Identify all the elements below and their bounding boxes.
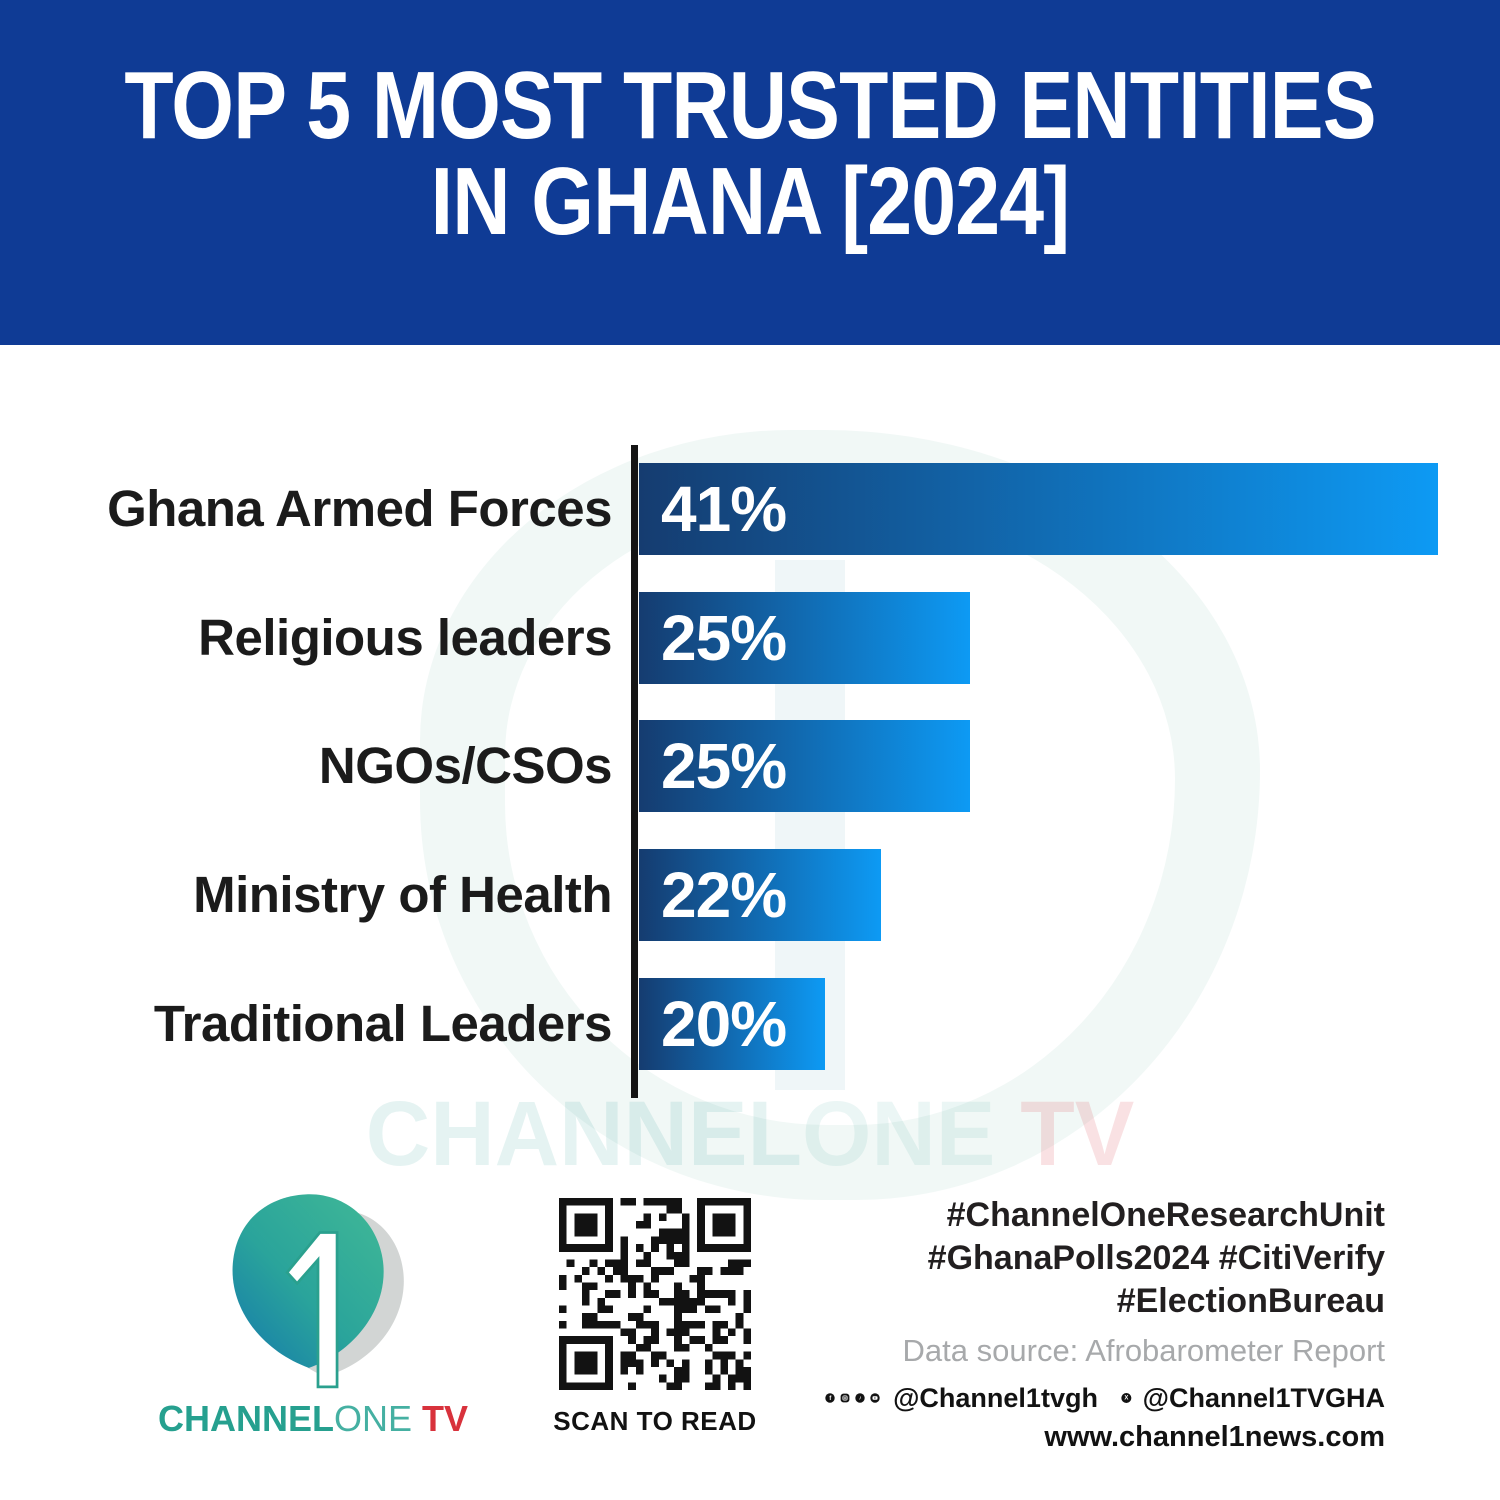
chart-row: Ghana Armed Forces 41% [0,463,1500,555]
wordmark-one: ONE [334,1398,413,1439]
instagram-icon [840,1393,850,1403]
hashtag-line: #ElectionBureau [1116,1282,1385,1320]
bar-label: Religious leaders [198,609,612,666]
infographic-title: TOP 5 MOST TRUSTED ENTITIES IN GHANA [20… [120,0,1380,250]
title-line-2: IN GHANA [2024] [430,148,1070,255]
tiktok-icon: ♪ [855,1393,865,1403]
header-banner: TOP 5 MOST TRUSTED ENTITIES IN GHANA [20… [0,0,1500,345]
bar-value: 25% [661,730,787,802]
footer-right-block: #ChannelOneResearchUnit #GhanaPolls2024 … [825,1194,1385,1454]
qr-code-block: SCAN TO READ [548,1198,762,1437]
x-icon: X [1121,1392,1132,1404]
logo-one-glyph [285,1231,339,1389]
chart-row: NGOs/CSOs 25% [0,720,1500,812]
youtube-icon [870,1393,880,1403]
logo-wordmark: CHANNELONE TV [158,1398,468,1440]
facebook-icon: f [825,1393,835,1403]
chart-axis [631,445,638,1098]
wordmark-channel: CHANNEL [158,1398,334,1439]
bar-value: 25% [661,602,787,674]
chart-row: Religious leaders 25% [0,592,1500,684]
bar-value: 22% [661,859,787,931]
svg-text:f: f [829,1395,832,1402]
social-handle-1: @Channel1tvgh [893,1382,1098,1413]
bar-label: Ministry of Health [193,866,612,923]
bar-label: Ghana Armed Forces [107,480,612,537]
title-line-1: TOP 5 MOST TRUSTED ENTITIES [124,52,1376,159]
wordmark-tv: TV [412,1398,469,1439]
social-handle-2: @Channel1TVGHA [1142,1382,1385,1413]
svg-text:♪: ♪ [859,1395,862,1401]
chart-row: Traditional Leaders 20% [0,978,1500,1070]
hashtag-line: #ChannelOneResearchUnit [946,1196,1385,1234]
svg-text:X: X [1124,1395,1128,1401]
bar: 20% [639,978,825,1070]
data-source: Data source: Afrobarometer Report [902,1333,1385,1368]
chart-row: Ministry of Health 22% [0,849,1500,941]
bar-value: 20% [661,988,787,1060]
bar: 22% [639,849,881,941]
bar-label: NGOs/CSOs [318,737,613,794]
bar: 41% [639,463,1438,555]
qr-caption: SCAN TO READ [553,1406,757,1436]
social-row: f ♪ @Channel1tvgh X @Channel1TVGHA [825,1382,1385,1414]
bar-label: Traditional Leaders [153,995,613,1052]
logo-pick-icon [232,1194,404,1389]
channel-one-logo: CHANNELONE TV [158,1178,468,1440]
hashtag-line: #GhanaPolls2024 #CitiVerify [927,1239,1385,1277]
website-url: www.channel1news.com [1044,1421,1385,1453]
bar: 25% [639,592,970,684]
qr-code [559,1198,751,1390]
bar: 25% [639,720,970,812]
bar-value: 41% [661,473,787,545]
